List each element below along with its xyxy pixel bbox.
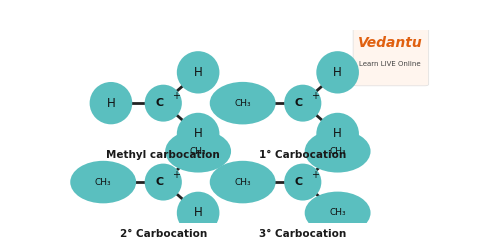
Ellipse shape xyxy=(284,164,322,200)
Text: CH₃: CH₃ xyxy=(190,147,206,156)
Text: Learn LIVE Online: Learn LIVE Online xyxy=(359,61,421,67)
Text: 2° Carbocation: 2° Carbocation xyxy=(120,229,207,239)
Ellipse shape xyxy=(177,51,220,94)
Text: H: H xyxy=(194,66,202,79)
Ellipse shape xyxy=(144,164,182,200)
Ellipse shape xyxy=(165,130,231,172)
Ellipse shape xyxy=(177,113,220,155)
Text: C: C xyxy=(295,177,303,187)
Ellipse shape xyxy=(144,85,182,122)
Ellipse shape xyxy=(316,113,359,155)
Text: H: H xyxy=(333,128,342,140)
Ellipse shape xyxy=(90,82,132,124)
Text: +: + xyxy=(172,91,179,101)
Text: H: H xyxy=(194,206,202,220)
Ellipse shape xyxy=(284,85,322,122)
Text: Methyl carbocation: Methyl carbocation xyxy=(106,150,220,160)
Text: H: H xyxy=(106,97,116,110)
Text: C: C xyxy=(295,98,303,108)
Text: Vedantu: Vedantu xyxy=(358,36,422,50)
Ellipse shape xyxy=(210,82,276,124)
Text: +: + xyxy=(311,91,319,101)
Text: +: + xyxy=(172,170,179,180)
Ellipse shape xyxy=(304,192,370,234)
FancyBboxPatch shape xyxy=(353,28,428,86)
Ellipse shape xyxy=(210,161,276,203)
Ellipse shape xyxy=(177,192,220,234)
Text: CH₃: CH₃ xyxy=(330,208,346,218)
Text: C: C xyxy=(156,98,164,108)
Text: C: C xyxy=(156,177,164,187)
Ellipse shape xyxy=(304,130,370,172)
Text: H: H xyxy=(333,66,342,79)
Text: CH₃: CH₃ xyxy=(234,178,251,186)
Text: CH₃: CH₃ xyxy=(234,99,251,108)
Text: H: H xyxy=(194,128,202,140)
Text: CH₃: CH₃ xyxy=(95,178,112,186)
Text: CH₃: CH₃ xyxy=(330,147,346,156)
Ellipse shape xyxy=(316,51,359,94)
Ellipse shape xyxy=(70,161,136,203)
Text: 1° Carbocation: 1° Carbocation xyxy=(259,150,346,160)
Text: 3° Carbocation: 3° Carbocation xyxy=(259,229,346,239)
Text: +: + xyxy=(311,170,319,180)
